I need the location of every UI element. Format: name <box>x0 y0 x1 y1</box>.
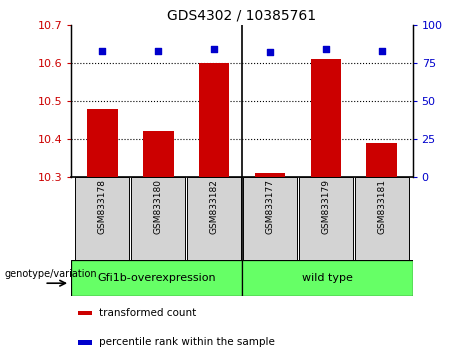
Bar <box>71 260 242 296</box>
Bar <box>366 143 397 177</box>
Text: transformed count: transformed count <box>99 308 196 318</box>
Bar <box>355 177 409 260</box>
Bar <box>78 340 92 345</box>
Bar <box>242 260 413 296</box>
Bar <box>299 177 353 260</box>
Point <box>378 48 385 53</box>
Text: GSM833180: GSM833180 <box>154 179 163 234</box>
Point <box>210 46 218 52</box>
Bar <box>254 173 285 177</box>
Text: GSM833178: GSM833178 <box>98 179 106 234</box>
Text: GSM833179: GSM833179 <box>321 179 331 234</box>
Bar <box>199 63 230 177</box>
Point <box>154 48 162 53</box>
Bar <box>243 177 297 260</box>
Text: GSM833177: GSM833177 <box>266 179 274 234</box>
Bar <box>78 311 92 315</box>
Text: percentile rank within the sample: percentile rank within the sample <box>99 337 275 347</box>
Bar <box>143 131 173 177</box>
Bar <box>75 177 129 260</box>
Text: Gfi1b-overexpression: Gfi1b-overexpression <box>97 273 216 283</box>
Point <box>266 49 274 55</box>
Point <box>322 46 330 52</box>
Text: GSM833181: GSM833181 <box>378 179 386 234</box>
Text: wild type: wild type <box>302 273 353 283</box>
Title: GDS4302 / 10385761: GDS4302 / 10385761 <box>167 8 317 22</box>
Bar <box>87 108 118 177</box>
Bar <box>311 59 341 177</box>
Bar <box>131 177 185 260</box>
Point <box>99 48 106 53</box>
Bar <box>187 177 241 260</box>
Text: GSM833182: GSM833182 <box>210 179 219 234</box>
Text: genotype/variation: genotype/variation <box>5 269 97 279</box>
